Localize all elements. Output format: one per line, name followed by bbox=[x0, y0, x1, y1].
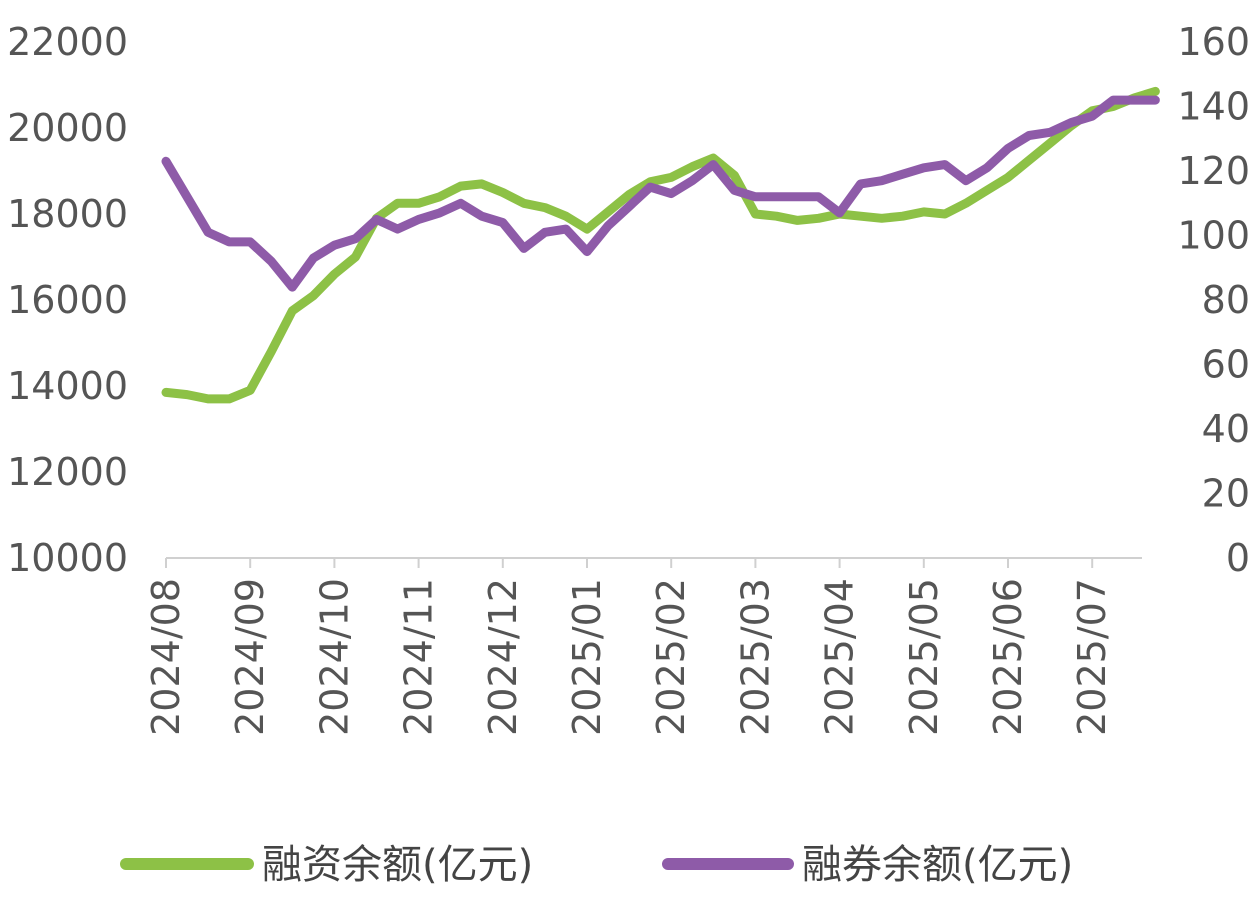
left-y-tick-label: 18000 bbox=[7, 192, 128, 236]
right-y-tick-label: 100 bbox=[1177, 214, 1250, 258]
right-y-tick-label: 120 bbox=[1177, 149, 1250, 193]
right-y-tick-label: 40 bbox=[1202, 407, 1250, 451]
left-y-tick-label: 16000 bbox=[7, 278, 128, 322]
left-y-tick-label: 10000 bbox=[7, 536, 128, 580]
left-y-tick-label: 12000 bbox=[7, 450, 128, 494]
right-y-tick-label: 0 bbox=[1226, 536, 1250, 580]
right-y-tick-label: 20 bbox=[1202, 472, 1250, 516]
x-tick-label: 2025/01 bbox=[565, 578, 609, 736]
right-y-tick-label: 80 bbox=[1202, 278, 1250, 322]
x-tick-label: 2025/02 bbox=[649, 578, 693, 736]
left-y-tick-label: 22000 bbox=[7, 20, 128, 64]
series-line-securities-lending bbox=[161, 95, 1160, 292]
series-line-financing bbox=[161, 86, 1160, 404]
legend-label-financing: 融资余额(亿元) bbox=[262, 842, 533, 888]
x-tick-label: 2025/05 bbox=[902, 578, 946, 736]
x-axis: 2024/08 2024/09 2024/10 2024/11 2024/12 2025/… bbox=[144, 558, 1114, 736]
left-y-axis: 10000 12000 14000 16000 18000 20000 22000 bbox=[7, 20, 128, 580]
x-tick-label: 2024/08 bbox=[144, 578, 188, 736]
legend: 融资余额(亿元) 融券余额(亿元) bbox=[120, 842, 1073, 888]
left-y-tick-label: 20000 bbox=[7, 106, 128, 150]
legend-label-securities-lending: 融券余额(亿元) bbox=[802, 842, 1073, 888]
right-y-axis: 0 20 40 60 80 100 120 140 160 bbox=[1177, 20, 1250, 580]
right-y-tick-label: 160 bbox=[1177, 20, 1250, 64]
x-tick-label: 2025/03 bbox=[733, 578, 777, 736]
x-tick-label: 2024/09 bbox=[228, 578, 272, 736]
x-tick-label: 2025/07 bbox=[1070, 578, 1114, 736]
x-tick-label: 2025/04 bbox=[818, 578, 862, 736]
x-tick-label: 2024/11 bbox=[397, 578, 441, 736]
x-tick-label: 2024/10 bbox=[312, 578, 356, 736]
x-tick-label: 2024/12 bbox=[481, 578, 525, 736]
right-y-tick-label: 60 bbox=[1202, 343, 1250, 387]
plot-area bbox=[161, 86, 1160, 404]
right-y-tick-label: 140 bbox=[1177, 85, 1250, 129]
left-y-tick-label: 14000 bbox=[7, 364, 128, 408]
x-tick-label: 2025/06 bbox=[986, 578, 1030, 736]
